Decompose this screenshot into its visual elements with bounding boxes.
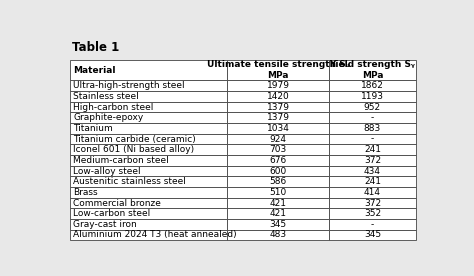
Text: Commercial bronze: Commercial bronze [73, 198, 161, 208]
Bar [70, 144, 228, 155]
Text: 600: 600 [270, 166, 287, 176]
Bar [329, 219, 416, 230]
Bar [228, 208, 329, 219]
Text: Graphite-epoxy: Graphite-epoxy [73, 113, 144, 122]
Text: 352: 352 [364, 209, 381, 218]
Bar [228, 230, 329, 240]
Bar [228, 112, 329, 123]
Bar [329, 60, 416, 81]
Bar [228, 176, 329, 187]
Text: 1379: 1379 [267, 103, 290, 112]
Bar [70, 81, 228, 91]
Text: 421: 421 [270, 209, 287, 218]
Bar [228, 91, 329, 102]
Text: Yield strength Sᵧ
MPa: Yield strength Sᵧ MPa [329, 60, 415, 80]
Bar [329, 208, 416, 219]
Bar [228, 219, 329, 230]
Text: Brass: Brass [73, 188, 98, 197]
Text: 1034: 1034 [267, 124, 290, 133]
Text: High-carbon steel: High-carbon steel [73, 103, 154, 112]
Text: 924: 924 [270, 135, 287, 144]
Bar [329, 176, 416, 187]
Bar [70, 134, 228, 144]
Text: Table 1: Table 1 [72, 41, 119, 54]
Text: 703: 703 [270, 145, 287, 154]
Bar [70, 208, 228, 219]
Text: 952: 952 [364, 103, 381, 112]
Text: Stainless steel: Stainless steel [73, 92, 139, 101]
Bar [70, 60, 228, 81]
Text: 372: 372 [364, 156, 381, 165]
Bar [228, 123, 329, 134]
Bar [228, 187, 329, 198]
Bar [228, 198, 329, 208]
Bar [329, 123, 416, 134]
Text: Titanium carbide (ceramic): Titanium carbide (ceramic) [73, 135, 196, 144]
Bar [329, 144, 416, 155]
Bar [70, 230, 228, 240]
Bar [70, 102, 228, 112]
Bar [228, 166, 329, 176]
Bar [329, 187, 416, 198]
Bar [228, 81, 329, 91]
Text: 483: 483 [270, 230, 287, 240]
Bar [70, 176, 228, 187]
Bar [329, 166, 416, 176]
Text: -: - [371, 220, 374, 229]
Text: Low-carbon steel: Low-carbon steel [73, 209, 150, 218]
Text: Gray-cast iron: Gray-cast iron [73, 220, 137, 229]
Bar [228, 155, 329, 166]
Text: 1420: 1420 [267, 92, 290, 101]
Bar [228, 144, 329, 155]
Bar [228, 102, 329, 112]
Text: 1979: 1979 [267, 81, 290, 90]
Bar [70, 123, 228, 134]
Text: Iconel 601 (Ni based alloy): Iconel 601 (Ni based alloy) [73, 145, 194, 154]
Text: 1379: 1379 [267, 113, 290, 122]
Text: 372: 372 [364, 198, 381, 208]
Text: 345: 345 [364, 230, 381, 240]
Bar [70, 198, 228, 208]
Text: Material: Material [73, 66, 116, 75]
Text: 241: 241 [364, 145, 381, 154]
Text: Ultimate tensile strength Sᵤ
MPa: Ultimate tensile strength Sᵤ MPa [207, 60, 350, 80]
Text: 241: 241 [364, 177, 381, 186]
Bar [70, 155, 228, 166]
Bar [329, 134, 416, 144]
Bar [329, 81, 416, 91]
Bar [329, 112, 416, 123]
Text: 345: 345 [270, 220, 287, 229]
Text: 1862: 1862 [361, 81, 384, 90]
Bar [70, 112, 228, 123]
Bar [329, 155, 416, 166]
Text: 434: 434 [364, 166, 381, 176]
Text: -: - [371, 135, 374, 144]
Bar [70, 91, 228, 102]
Text: Aluminium 2024 T3 (heat annealed): Aluminium 2024 T3 (heat annealed) [73, 230, 237, 240]
Bar [228, 134, 329, 144]
Bar [228, 60, 329, 81]
Bar [329, 230, 416, 240]
Text: 1193: 1193 [361, 92, 384, 101]
Text: -: - [371, 113, 374, 122]
Text: 586: 586 [270, 177, 287, 186]
Bar [70, 187, 228, 198]
Text: Austenitic stainless steel: Austenitic stainless steel [73, 177, 186, 186]
Bar [70, 219, 228, 230]
Text: 414: 414 [364, 188, 381, 197]
Text: 883: 883 [364, 124, 381, 133]
Bar [329, 102, 416, 112]
Bar [70, 166, 228, 176]
Bar [329, 91, 416, 102]
Text: 676: 676 [270, 156, 287, 165]
Text: Titanium: Titanium [73, 124, 113, 133]
Text: Medium-carbon steel: Medium-carbon steel [73, 156, 169, 165]
Text: 421: 421 [270, 198, 287, 208]
Bar [329, 198, 416, 208]
Text: Ultra-high-strength steel: Ultra-high-strength steel [73, 81, 185, 90]
Text: 510: 510 [270, 188, 287, 197]
Text: Low-alloy steel: Low-alloy steel [73, 166, 141, 176]
